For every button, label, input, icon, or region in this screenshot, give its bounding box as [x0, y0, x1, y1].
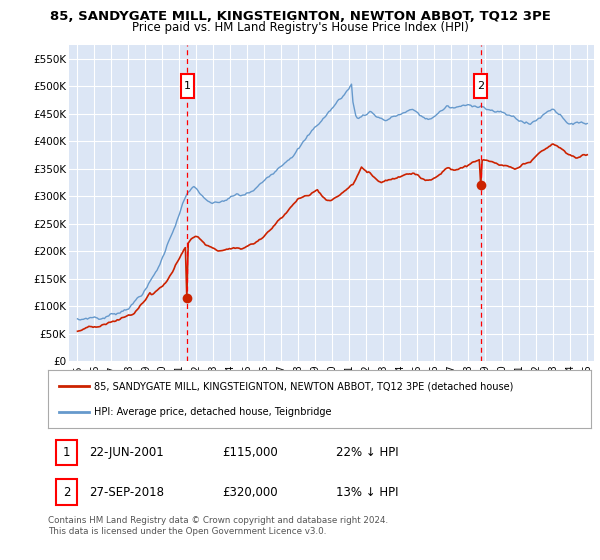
Text: 13% ↓ HPI: 13% ↓ HPI: [336, 486, 398, 498]
Text: 27-SEP-2018: 27-SEP-2018: [89, 486, 164, 498]
Text: 1: 1: [184, 81, 191, 91]
Text: £115,000: £115,000: [222, 446, 278, 459]
Text: Price paid vs. HM Land Registry's House Price Index (HPI): Price paid vs. HM Land Registry's House …: [131, 21, 469, 34]
Bar: [56, 479, 77, 505]
Text: 22% ↓ HPI: 22% ↓ HPI: [336, 446, 398, 459]
Text: 1: 1: [63, 446, 70, 459]
Text: Contains HM Land Registry data © Crown copyright and database right 2024.
This d: Contains HM Land Registry data © Crown c…: [48, 516, 388, 536]
Bar: [475, 74, 487, 98]
Text: 22-JUN-2001: 22-JUN-2001: [89, 446, 163, 459]
Text: 85, SANDYGATE MILL, KINGSTEIGNTON, NEWTON ABBOT, TQ12 3PE (detached house): 85, SANDYGATE MILL, KINGSTEIGNTON, NEWTO…: [94, 381, 514, 391]
Text: HPI: Average price, detached house, Teignbridge: HPI: Average price, detached house, Teig…: [94, 407, 332, 417]
Text: £320,000: £320,000: [222, 486, 277, 498]
Text: 2: 2: [63, 486, 70, 498]
Text: 85, SANDYGATE MILL, KINGSTEIGNTON, NEWTON ABBOT, TQ12 3PE: 85, SANDYGATE MILL, KINGSTEIGNTON, NEWTO…: [50, 10, 550, 22]
Text: 2: 2: [477, 81, 484, 91]
Bar: [181, 74, 194, 98]
Bar: [56, 440, 77, 465]
